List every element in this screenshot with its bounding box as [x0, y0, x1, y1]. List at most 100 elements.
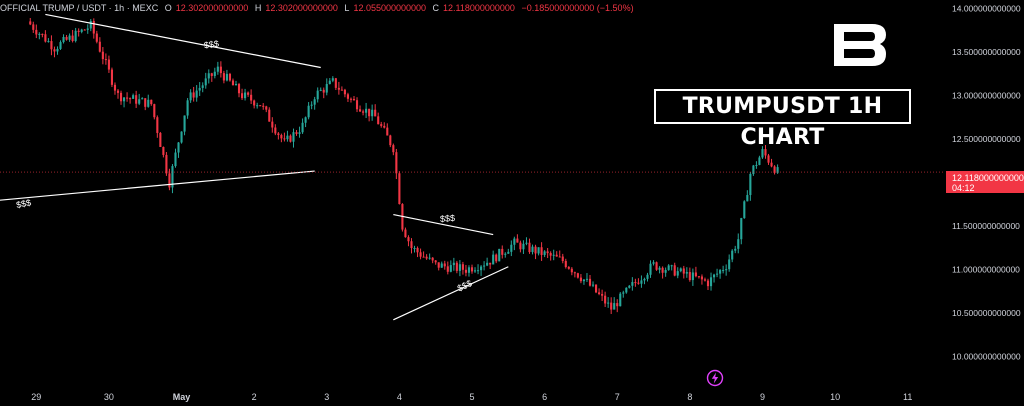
x-tick-label: 4	[397, 392, 402, 402]
y-tick-label: 14.000000000000	[952, 3, 1021, 13]
candle-body	[510, 244, 513, 252]
candle-body	[271, 121, 274, 128]
candle-body	[770, 162, 773, 167]
x-axis: 29 30 May 2 3 4 5 6 7 8 9 10 11	[31, 392, 912, 402]
candle-body	[286, 135, 289, 140]
candle-body	[440, 263, 443, 268]
candle-body	[673, 265, 676, 276]
candle-body	[646, 274, 649, 279]
candle-body	[268, 109, 271, 122]
candle-body	[582, 279, 586, 282]
candle-body	[740, 218, 743, 240]
candle-body	[129, 98, 132, 100]
candle-body	[588, 278, 592, 286]
candle-body	[404, 229, 407, 238]
x-tick-label: May	[173, 392, 191, 402]
candle-body	[413, 247, 416, 249]
candle-body	[119, 92, 123, 102]
candle-body	[298, 132, 301, 134]
candle-body	[534, 246, 537, 254]
candle-body	[610, 302, 613, 310]
candle-body	[480, 266, 483, 271]
liquidity-label: $$$	[440, 213, 456, 224]
candle-body	[368, 108, 371, 117]
candle-body	[752, 165, 755, 174]
candle-body	[132, 95, 135, 99]
candle-body	[579, 277, 582, 282]
candle-body	[168, 173, 171, 188]
candle-body	[570, 268, 573, 273]
candle-body	[29, 21, 32, 25]
candle-body	[219, 66, 222, 74]
candle-body	[476, 270, 480, 272]
candle-body	[116, 90, 120, 93]
candle-body	[240, 93, 244, 99]
symbol-header: OFFICIAL TRUMP / USDT · 1h · MEXC O 12.30…	[0, 3, 638, 13]
candle-body	[355, 100, 359, 110]
close-value: 12.118000000000	[443, 3, 515, 13]
x-tick-label: 29	[31, 392, 41, 402]
x-tick-label: 5	[469, 392, 474, 402]
candle-body	[207, 73, 210, 79]
candle-body	[725, 269, 728, 271]
change-value: −0.185000000000 (−1.50%)	[521, 3, 634, 13]
candle-body	[416, 247, 419, 253]
candle-body	[213, 71, 216, 76]
candle-body	[313, 99, 316, 105]
candle-body	[685, 272, 688, 274]
candle-body	[153, 104, 156, 118]
candle-body	[455, 262, 458, 271]
candle-body	[464, 269, 468, 273]
candle-body	[712, 274, 716, 278]
candle-body	[334, 78, 337, 88]
candle-body	[398, 173, 401, 205]
candle-body	[259, 105, 262, 107]
candle-body	[337, 87, 340, 90]
candle-body	[719, 270, 722, 274]
candle-body	[277, 133, 280, 136]
candle-body	[74, 30, 77, 42]
candle-body	[135, 95, 138, 104]
candle-body	[425, 256, 428, 259]
candle-body	[564, 260, 567, 268]
candle-body	[585, 278, 589, 280]
candle-body	[531, 246, 534, 253]
candle-body	[292, 132, 295, 142]
candle-body	[764, 149, 767, 156]
candle-body	[392, 145, 395, 153]
candle-body	[549, 253, 552, 256]
candle-body	[513, 238, 516, 245]
x-tick-label: 7	[615, 392, 620, 402]
candle-body	[691, 272, 694, 281]
candle-body	[703, 279, 707, 281]
candle-body	[244, 92, 247, 99]
candle-body	[83, 29, 86, 31]
candle-body	[519, 242, 522, 250]
y-tick-label: 13.500000000000	[952, 47, 1021, 57]
trendline	[0, 170, 315, 201]
candle-body	[222, 73, 225, 81]
candle-body	[601, 294, 604, 296]
candle-body	[670, 265, 673, 267]
candle-body	[113, 84, 117, 91]
candle-body	[349, 98, 353, 100]
candle-body	[395, 152, 398, 174]
x-tick-label: 6	[542, 392, 547, 402]
candle-body	[758, 157, 761, 165]
lightning-icon[interactable]	[706, 369, 724, 387]
x-tick-label: 8	[687, 392, 692, 402]
close-label: C	[432, 3, 440, 13]
candle-body	[652, 262, 655, 264]
candle-body	[156, 117, 159, 133]
candle-body	[144, 98, 147, 107]
candle-body	[594, 284, 598, 293]
candle-body	[431, 257, 434, 261]
candle-body	[501, 248, 504, 255]
candle-body	[289, 135, 292, 142]
candle-body	[507, 251, 510, 254]
candle-body	[625, 287, 628, 293]
candle-body	[522, 243, 525, 250]
candle-body	[274, 127, 277, 134]
candle-body	[700, 276, 704, 280]
symbol-name[interactable]: OFFICIAL TRUMP / USDT · 1h · MEXC	[0, 3, 159, 13]
